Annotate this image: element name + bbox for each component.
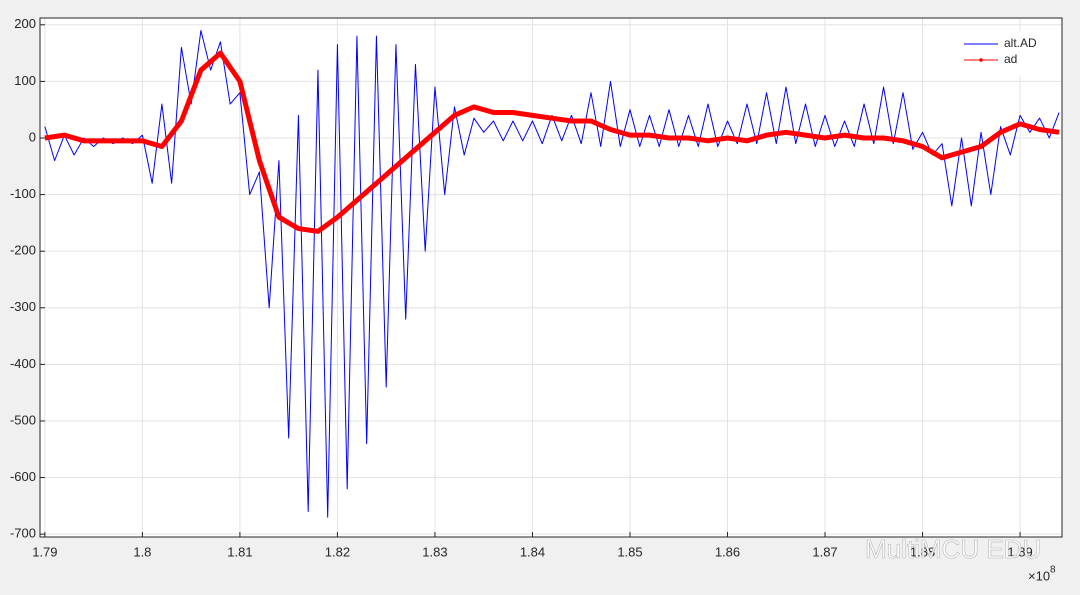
ticks: -700 -600 -500 -400 -300 -200 -100 0 100 200 1.79 1… <box>10 16 1033 559</box>
watermark: MultiMCU EDU <box>865 534 1041 564</box>
x-tick-label: 1.79 <box>32 544 57 559</box>
x-tick-label: 1.88 <box>910 544 935 559</box>
y-tick-label: -200 <box>10 243 36 258</box>
y-tick-label: -700 <box>10 526 36 541</box>
legend-label: ad <box>1004 52 1017 66</box>
legend-label: alt.AD <box>1004 36 1037 50</box>
plot-lines <box>44 29 1060 518</box>
x-tick-label: 1.8 <box>133 544 151 559</box>
x-tick-label: 1.87 <box>812 544 837 559</box>
legend: alt.AD ad <box>957 31 1059 77</box>
legend-box <box>957 31 1059 77</box>
y-tick-label: -500 <box>10 412 36 427</box>
x-tick-label: 1.84 <box>520 544 545 559</box>
y-tick-label: -300 <box>10 299 36 314</box>
x-exponent: 8 <box>1050 565 1056 576</box>
legend-marker <box>979 58 983 62</box>
y-tick-label: 0 <box>29 129 36 144</box>
plot-frame <box>39 17 1063 538</box>
y-tick-label: -400 <box>10 356 36 371</box>
x-tick-label: 1.81 <box>227 544 252 559</box>
y-tick-label: -600 <box>10 469 36 484</box>
plot-area <box>40 18 1062 537</box>
grid <box>40 18 1062 537</box>
x-tick-label: 1.86 <box>715 544 740 559</box>
x-tick-label: 1.82 <box>325 544 350 559</box>
y-tick-label: -100 <box>10 186 36 201</box>
series-line <box>44 50 1060 234</box>
y-tick-label: 100 <box>14 73 36 88</box>
x-tick-label: 1.83 <box>422 544 447 559</box>
y-tick-label: 200 <box>14 16 36 31</box>
x-tick-label: 1.85 <box>617 544 642 559</box>
x-tick-label: 1.89 <box>1007 544 1032 559</box>
x-multiplier: ×10 <box>1028 568 1050 583</box>
